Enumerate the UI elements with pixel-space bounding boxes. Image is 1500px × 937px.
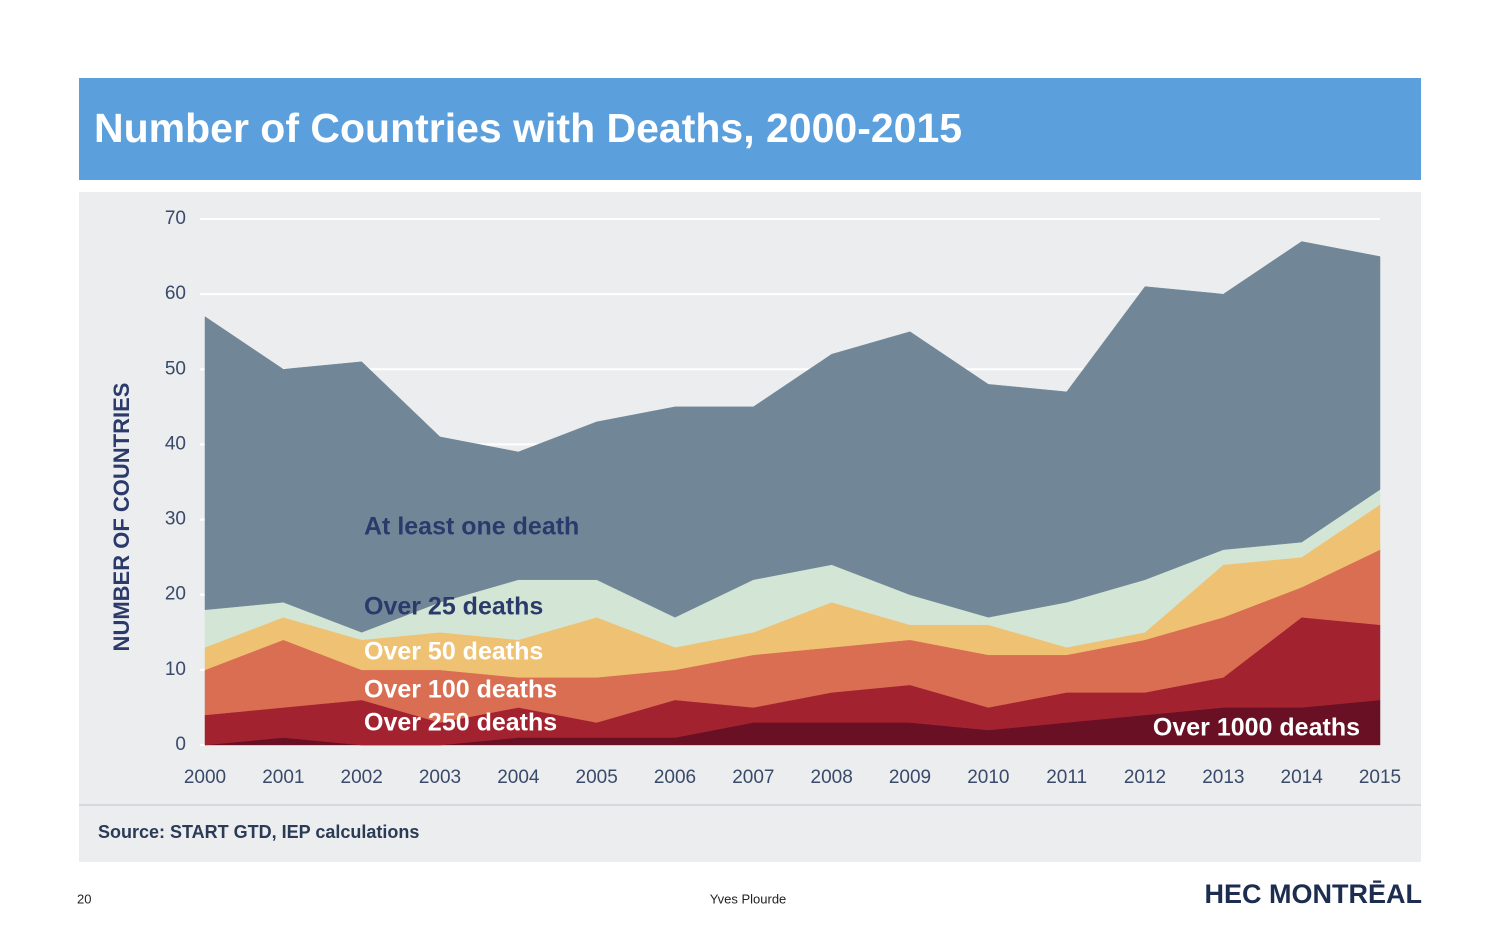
plot: 0 10 20 30 40 50 60 70 2000 2001 2002 2003 2004 2005 2… <box>165 208 1401 788</box>
series-label: Over 100 deaths <box>364 676 557 704</box>
chart-title: Number of Countries with Deaths, 2000-20… <box>94 105 962 151</box>
x-tick-label: 2002 <box>341 767 383 788</box>
y-tick-label: 30 <box>165 509 186 530</box>
x-tick-label: 2007 <box>732 767 774 788</box>
y-tick-label: 50 <box>165 358 186 379</box>
x-tick-label: 2015 <box>1359 767 1401 788</box>
area <box>204 241 1381 633</box>
source: Source: START GTD, IEP calculations <box>98 822 419 842</box>
page-number: 20 <box>77 891 91 906</box>
x-tick-label: 2012 <box>1124 767 1166 788</box>
x-tick-label: 2009 <box>889 767 931 788</box>
series-label: Over 250 deaths <box>364 709 557 737</box>
series-label: At least one death <box>364 513 579 541</box>
logo: HEC MONTRĒAL <box>1205 879 1423 909</box>
y-tick-label: 70 <box>165 208 186 229</box>
author: Yves Plourde <box>710 891 787 906</box>
title-bar <box>79 78 1421 180</box>
x-tick-label: 2004 <box>497 767 540 788</box>
y-axis-label: NUMBER OF COUNTRIES <box>109 383 134 652</box>
series-label: Over 1000 deaths <box>1153 714 1360 742</box>
y-tick-label: 10 <box>165 659 186 680</box>
x-tick-label: 2013 <box>1202 767 1244 788</box>
x-tick-label: 2014 <box>1281 767 1324 788</box>
y-tick-label: 20 <box>165 584 186 605</box>
series-label: Over 50 deaths <box>364 638 543 666</box>
x-tick-label: 2001 <box>262 767 304 788</box>
x-tick-label: 2003 <box>419 767 461 788</box>
series-label: Over 25 deaths <box>364 593 543 621</box>
y-tick-label: 40 <box>165 433 186 454</box>
x-tick-label: 2006 <box>654 767 696 788</box>
x-tick-label: 2010 <box>967 767 1009 788</box>
x-tick-label: 2000 <box>184 767 226 788</box>
x-tick-label: 2008 <box>811 767 853 788</box>
x-tick-label: 2005 <box>576 767 618 788</box>
y-tick-label: 0 <box>175 734 186 755</box>
x-tick-label: 2011 <box>1046 767 1087 788</box>
y-tick-label: 60 <box>165 283 186 304</box>
